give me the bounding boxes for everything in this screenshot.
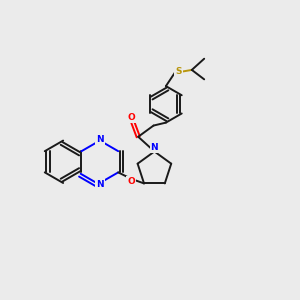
- Text: N: N: [96, 135, 104, 144]
- Text: N: N: [96, 180, 104, 189]
- Text: O: O: [127, 177, 135, 186]
- Text: N: N: [151, 143, 158, 152]
- Text: O: O: [128, 113, 135, 122]
- Text: S: S: [175, 67, 182, 76]
